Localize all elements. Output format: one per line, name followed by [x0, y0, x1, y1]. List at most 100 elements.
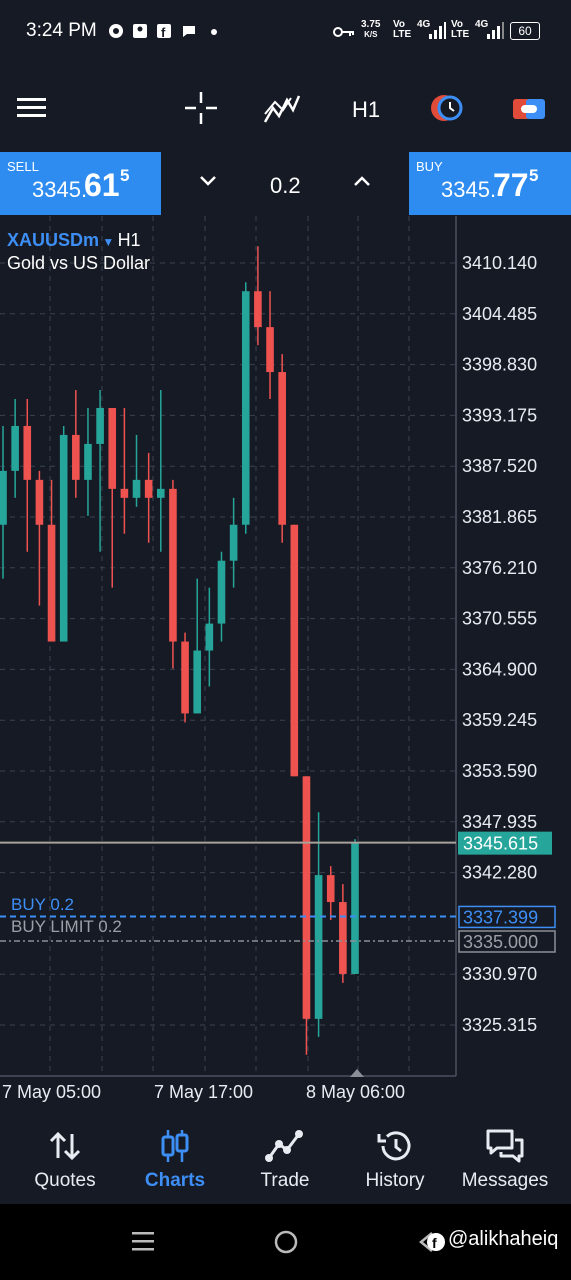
nav-quotes-label: Quotes: [34, 1170, 96, 1191]
y-tick-label: 3347.935: [462, 812, 537, 832]
status-time: 3:24 PM: [26, 20, 97, 41]
candle-body: [278, 372, 286, 525]
candle-body: [35, 479, 44, 525]
nav-charts-label: Charts: [144, 1170, 206, 1191]
y-tick-label: 3393.175: [462, 405, 537, 425]
buy-order-tag: [458, 905, 556, 929]
y-tick-label: 3359.245: [462, 710, 537, 730]
sell-price-big: 61: [84, 167, 120, 203]
candle-body: [0, 470, 7, 525]
candle-body: [47, 524, 56, 642]
current-price-label: 3345.615: [463, 834, 538, 854]
hamburger-icon[interactable]: [16, 94, 48, 122]
volume-decrease-icon[interactable]: [199, 174, 217, 188]
y-tick-label: 3381.865: [462, 507, 537, 527]
sell-label: SELL: [7, 159, 39, 174]
system-nav-bar: [0, 1204, 571, 1280]
price-chart[interactable]: 3410.140 3404.485 3398.830 3393.175 3387.520…: [0, 216, 571, 1114]
messages-icon: [486, 1129, 524, 1163]
candle-body: [23, 425, 32, 480]
clock-objects-icon[interactable]: [430, 93, 464, 123]
sim1-net: 4G: [417, 19, 431, 30]
y-tick-label: 3330.970: [462, 964, 537, 984]
candles-icon: [161, 1130, 189, 1162]
chat-bubble-icon: [183, 26, 195, 37]
y-tick-label: 3398.830: [462, 355, 537, 375]
notification-contact-icon: [133, 24, 147, 38]
candle-body: [72, 434, 80, 480]
candle-body: [351, 842, 359, 974]
chart-shift-marker[interactable]: [350, 1069, 364, 1077]
candle-body: [217, 560, 226, 624]
nav-messages-label: Messages: [461, 1170, 549, 1191]
watermark-handle: @alikhaheiq: [448, 1228, 559, 1250]
candle-body: [290, 524, 299, 777]
trade-toggle-icon[interactable]: [512, 96, 546, 122]
candle-body: [84, 443, 92, 480]
candle-body: [120, 488, 129, 498]
y-tick-label: 3370.555: [462, 609, 537, 629]
back-watermark-icon[interactable]: f: [418, 1230, 448, 1254]
candle-body: [108, 407, 117, 489]
svg-text:f: f: [432, 1235, 437, 1251]
facebook-icon: f: [157, 24, 171, 39]
candle-body: [241, 291, 250, 525]
sell-price-sup: 5: [120, 166, 130, 185]
nav-trade[interactable]: Trade: [230, 1114, 340, 1204]
candle-body: [266, 327, 274, 373]
candle-body: [132, 479, 141, 498]
y-tick-label: 3325.315: [462, 1015, 537, 1035]
candle-body: [156, 488, 165, 498]
home-icon[interactable]: [273, 1229, 299, 1255]
y-tick-label: 3410.140: [462, 253, 537, 273]
indicators-icon[interactable]: [263, 92, 301, 126]
signal-icon: [429, 22, 446, 39]
buy-label: BUY: [416, 159, 443, 174]
symbol-name[interactable]: XAUUSDm: [7, 230, 100, 250]
nav-history[interactable]: History: [340, 1114, 450, 1204]
y-tick-label: 3404.485: [462, 304, 537, 324]
battery-icon: 60: [510, 22, 540, 40]
more-dot-icon: [211, 29, 217, 35]
history-icon: [377, 1131, 411, 1161]
key-icon: [333, 27, 354, 37]
y-tick-label: 3342.280: [462, 863, 537, 883]
order-limit-label[interactable]: BUY LIMIT 0.2: [11, 917, 122, 936]
y-tick-label: 3364.900: [462, 659, 537, 679]
volume-increase-icon[interactable]: [353, 174, 371, 188]
signal-2-icon: [487, 22, 504, 39]
nav-history-label: History: [365, 1170, 425, 1191]
symbol-timeframe: H1: [117, 230, 141, 250]
current-price-tag: [458, 831, 552, 855]
buy-price-big: 77: [493, 167, 529, 203]
candle-body: [326, 875, 335, 903]
y-tick-label: 3376.210: [462, 558, 537, 578]
timeframe-button[interactable]: H1: [352, 97, 381, 122]
candle-body: [169, 488, 177, 642]
crosshair-icon[interactable]: [183, 90, 219, 126]
order-buy-label[interactable]: BUY 0.2: [11, 895, 75, 914]
candle-body: [11, 425, 19, 471]
recent-apps-icon[interactable]: [130, 1228, 156, 1254]
net-speed-value: 3.75: [361, 19, 381, 30]
candle-body: [59, 434, 68, 642]
volume-value[interactable]: 0.2: [270, 173, 301, 198]
sell-price-main: 3345.: [32, 177, 88, 202]
buy-button[interactable]: BUY 3345. 77 5: [409, 152, 571, 215]
buy-limit-tag: [458, 930, 556, 953]
buy-price-main: 3345.: [441, 177, 497, 202]
buy-limit-price: 3335.000: [463, 932, 538, 952]
bottom-nav: [0, 1114, 571, 1204]
candle-body: [254, 291, 262, 328]
y-tick-label: 3387.520: [462, 456, 537, 476]
nav-charts[interactable]: Charts: [120, 1114, 230, 1204]
nav-quotes[interactable]: Quotes: [10, 1114, 120, 1204]
candle-body: [302, 776, 311, 1019]
chart-symbol-header[interactable]: XAUUSDm ▼ H1 Gold vs US Dollar: [7, 230, 151, 273]
candle-body: [339, 902, 347, 974]
nav-messages[interactable]: Messages: [450, 1114, 560, 1204]
chart-canvas[interactable]: 3410.140 3404.485 3398.830 3393.175 3387.520…: [0, 216, 571, 1114]
sim2-label: Vo LTE: [451, 19, 470, 40]
sim1-label: Vo LTE: [393, 19, 412, 40]
sell-button[interactable]: SELL 3345. 61 5: [0, 152, 161, 215]
